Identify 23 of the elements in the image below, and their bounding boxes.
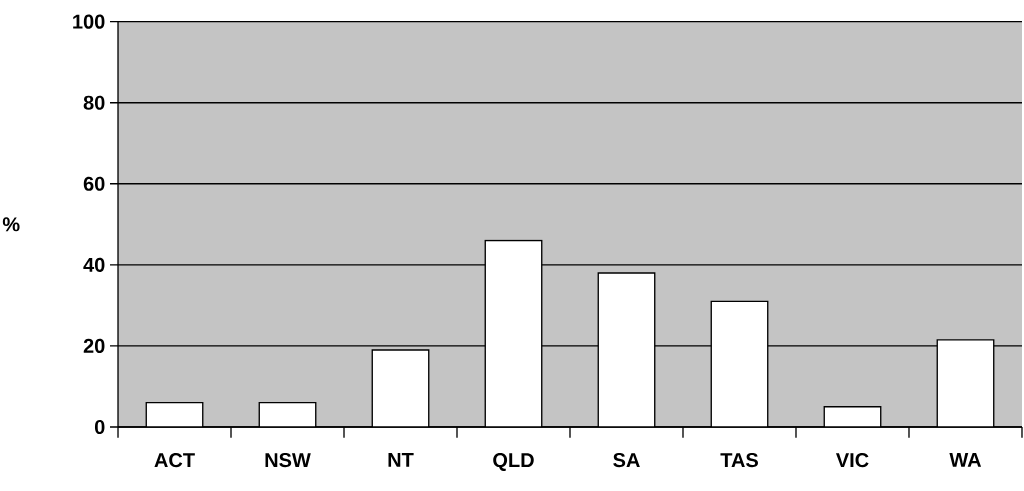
x-tick-label: NSW <box>265 453 311 468</box>
x-tick-label: VIC <box>835 453 869 468</box>
bar <box>484 239 543 427</box>
y-tick-label: 100 <box>73 14 105 29</box>
bar <box>597 272 656 427</box>
y-tick-label: 20 <box>83 338 105 353</box>
y-tick-label: 60 <box>83 176 105 191</box>
y-axis-title: % <box>2 217 20 232</box>
x-tick-label: QLD <box>493 453 534 471</box>
y-tick-label: 40 <box>83 257 105 272</box>
bar <box>371 349 430 427</box>
bar <box>145 402 204 427</box>
bar <box>936 339 995 427</box>
x-tick-label: WA <box>949 453 982 467</box>
bar <box>710 300 769 427</box>
bar <box>258 402 317 427</box>
bar <box>823 406 882 427</box>
x-tick-label: SA <box>613 453 640 468</box>
x-tick-label: NT <box>388 453 414 467</box>
x-tick-label: TAS <box>720 453 758 468</box>
x-tick-label: ACT <box>154 453 195 468</box>
y-tick-label: 0 <box>94 419 105 435</box>
y-tick-label: 80 <box>83 95 105 110</box>
